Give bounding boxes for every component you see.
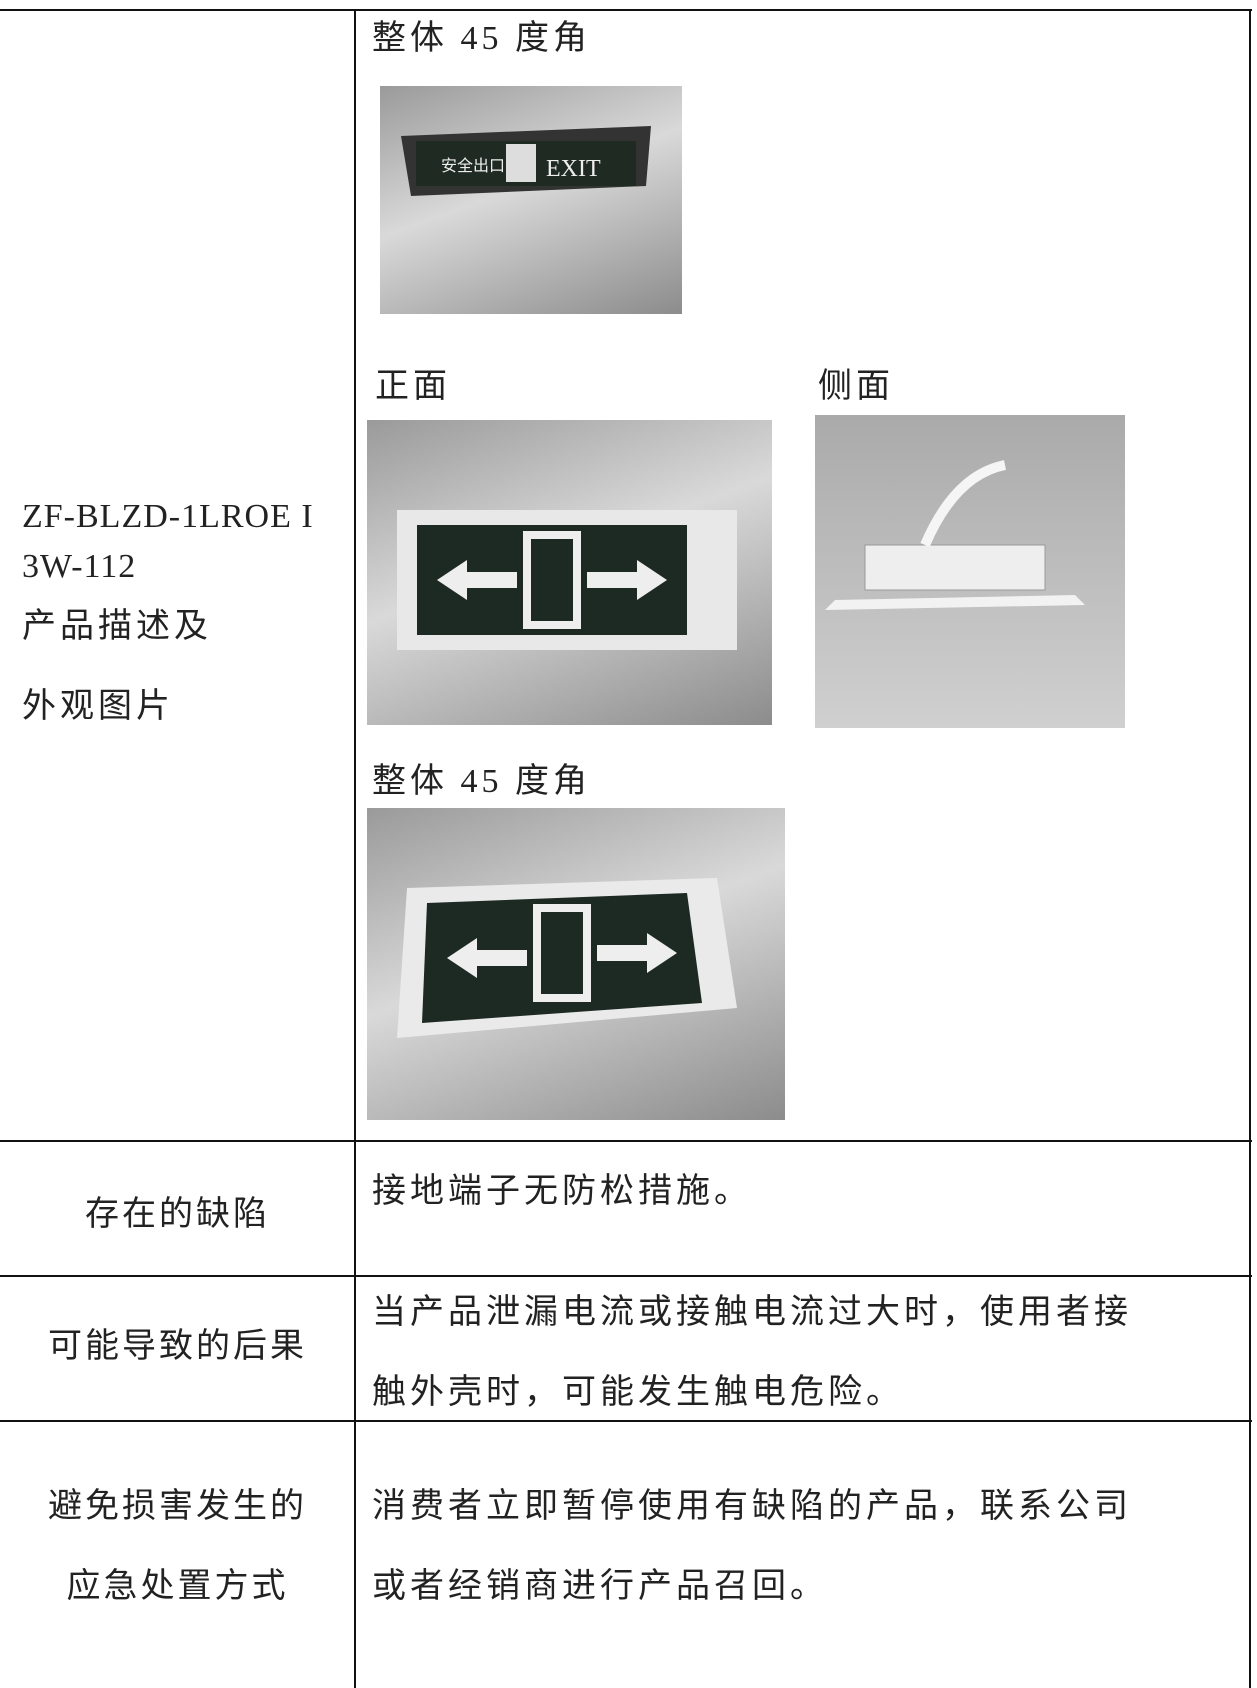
row-label: 应急处置方式 — [66, 1568, 289, 1605]
row-text: 当产品泄漏电流或接触电流过大时，使用者接 — [372, 1294, 1132, 1331]
photo — [367, 420, 772, 725]
photo-caption: 侧面 — [818, 368, 894, 405]
label-line: 外观图片 — [22, 688, 174, 725]
row-text: 接地端子无防松措施。 — [372, 1173, 752, 1210]
table-border — [1249, 9, 1251, 1688]
photo — [815, 415, 1125, 728]
row-text: 或者经销商进行产品召回。 — [372, 1568, 828, 1605]
row-label: 存在的缺陷 — [85, 1196, 270, 1233]
photo-caption: 正面 — [375, 368, 451, 405]
photo: 安全出口 EXIT — [380, 86, 682, 314]
column-divider — [354, 9, 356, 1688]
row-divider — [0, 1420, 1252, 1422]
table-border — [0, 9, 1252, 11]
svg-text:安全出口: 安全出口 — [441, 157, 505, 175]
row-divider — [0, 1140, 1252, 1142]
svg-text:EXIT: EXIT — [546, 156, 601, 182]
label-line: 产品描述及 — [22, 608, 212, 645]
model-line: ZF-BLZD-1LROE I — [22, 498, 314, 535]
photo-caption: 整体 45 度角 — [372, 763, 591, 800]
row-divider — [0, 1275, 1252, 1277]
row-label: 避免损害发生的 — [48, 1488, 307, 1525]
row-text: 触外壳时，可能发生触电危险。 — [372, 1374, 904, 1411]
photo — [367, 808, 785, 1120]
photo-caption: 整体 45 度角 — [372, 20, 591, 57]
row-text: 消费者立即暂停使用有缺陷的产品，联系公司 — [372, 1488, 1132, 1525]
row-label: 可能导致的后果 — [48, 1328, 307, 1365]
model-line: 3W-112 — [22, 548, 137, 585]
